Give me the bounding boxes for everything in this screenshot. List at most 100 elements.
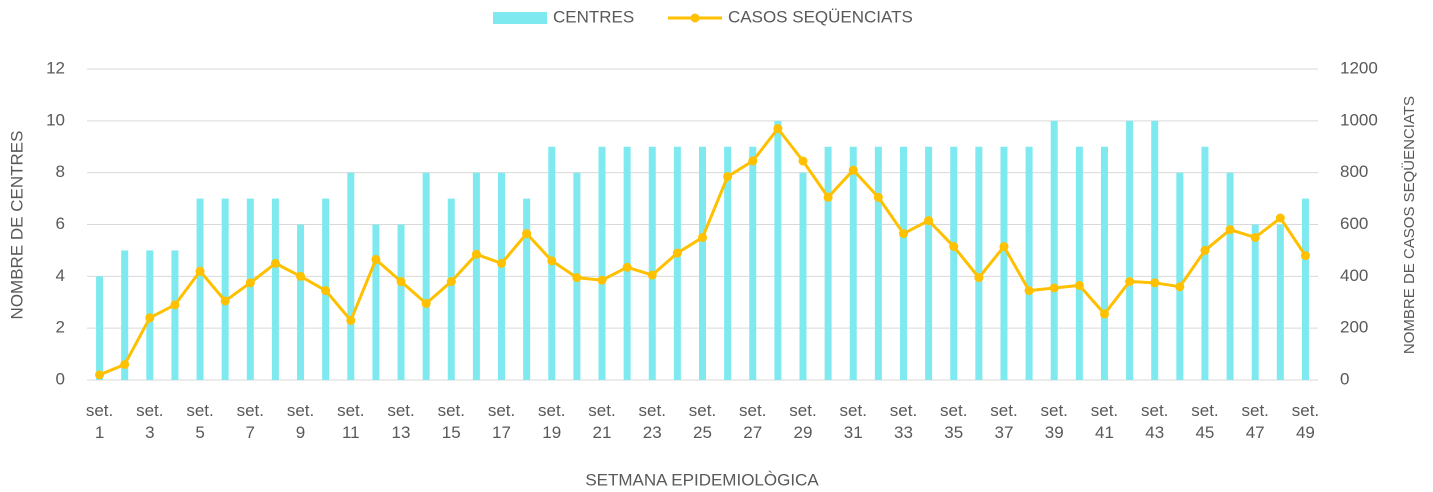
line-marker	[95, 370, 105, 380]
y-tick-label: 8	[56, 162, 65, 181]
x-tick-label: set. 5	[186, 401, 214, 442]
x-tick-label: set. 1	[85, 401, 114, 442]
x-tick-label: set. 49	[1291, 401, 1320, 442]
bar	[1251, 224, 1259, 380]
bar	[1000, 146, 1008, 380]
line-marker	[371, 254, 381, 264]
line-marker	[471, 249, 481, 259]
bar	[498, 172, 506, 380]
bar	[1176, 172, 1184, 380]
y-tick-label: 12	[46, 58, 65, 77]
x-tick-label: set. 41	[1090, 401, 1119, 442]
bar	[1151, 120, 1159, 380]
bar	[749, 146, 757, 380]
bar	[523, 198, 531, 380]
x-tick-label: set. 9	[286, 401, 315, 442]
line-marker	[622, 262, 632, 272]
line-marker	[974, 273, 984, 283]
bar	[271, 198, 279, 380]
bar	[196, 198, 204, 380]
bar	[1100, 146, 1108, 380]
line-marker	[170, 300, 180, 310]
line-marker	[748, 156, 758, 166]
bar	[1301, 198, 1309, 380]
y2-tick-label: 1200	[1340, 58, 1378, 77]
bar	[824, 146, 832, 380]
y2-tick-label: 600	[1340, 214, 1368, 233]
x-tick-label: set. 15	[437, 401, 465, 442]
x-tick-label: set. 23	[638, 401, 666, 442]
line-marker	[1024, 286, 1034, 296]
line-marker	[898, 229, 908, 239]
line-marker	[446, 277, 456, 287]
bar	[899, 146, 907, 380]
line-marker	[497, 258, 507, 268]
line-marker	[296, 271, 306, 281]
bar	[724, 146, 732, 380]
x-tick-label: set. 45	[1191, 401, 1219, 442]
line-marker	[1150, 278, 1160, 288]
line-marker	[1275, 213, 1285, 223]
bar	[422, 172, 430, 380]
line-marker	[120, 359, 130, 369]
legend-swatch	[690, 13, 700, 23]
line-marker	[1300, 251, 1310, 261]
y2-tick-label: 0	[1340, 369, 1349, 388]
line-marker	[195, 266, 205, 276]
x-tick-label: set. 37	[990, 401, 1018, 442]
line-marker	[270, 258, 280, 268]
y-tick-label: 10	[46, 110, 65, 129]
bar	[472, 172, 480, 380]
line-marker	[999, 242, 1009, 252]
line-marker	[145, 313, 155, 323]
bar	[648, 146, 656, 380]
line-marker	[798, 156, 808, 166]
bar	[347, 172, 355, 380]
x-tick-label: set. 43	[1141, 401, 1169, 442]
bar	[121, 250, 129, 380]
line-marker	[396, 277, 406, 287]
line-marker	[522, 229, 532, 239]
x-axis-title: SETMANA EPIDEMIOLÒGICA	[585, 470, 819, 489]
bar	[246, 198, 254, 380]
bar	[673, 146, 681, 380]
line-marker	[1125, 277, 1135, 287]
bar	[1050, 120, 1058, 380]
bar	[774, 120, 782, 380]
line-marker	[547, 256, 557, 266]
x-tick-label: set. 29	[789, 401, 817, 442]
line-marker	[1175, 282, 1185, 292]
bar	[171, 250, 179, 380]
x-tick-label: set. 17	[487, 401, 516, 442]
x-tick-label: set. 25	[688, 401, 717, 442]
line-marker	[672, 248, 682, 258]
bar	[950, 146, 958, 380]
bar	[1126, 120, 1134, 380]
y-tick-label: 4	[56, 266, 65, 285]
y2-tick-label: 200	[1340, 318, 1368, 337]
y-tick-label: 6	[56, 214, 65, 233]
line-marker	[873, 192, 883, 202]
bar	[1276, 224, 1284, 380]
bar	[1226, 172, 1234, 380]
line-marker	[924, 216, 934, 226]
line-marker	[421, 299, 431, 309]
line-marker	[346, 315, 356, 325]
line-marker	[1225, 225, 1235, 235]
y-tick-label: 2	[56, 318, 65, 337]
line-marker	[698, 232, 707, 242]
line-marker	[773, 124, 783, 134]
x-tick-label: set. 7	[236, 401, 264, 442]
x-tick-label: set. 27	[739, 401, 767, 442]
x-tick-label: set. 21	[588, 401, 616, 442]
bar	[297, 224, 305, 380]
bar	[372, 224, 380, 380]
y2-tick-label: 1000	[1340, 110, 1378, 129]
y2-axis-title: NOMBRE DE CASOS SEQÜENCIATS	[1400, 96, 1418, 354]
bar	[221, 198, 229, 380]
x-tick-label: set. 13	[387, 401, 415, 442]
bar	[598, 146, 606, 380]
line-marker	[220, 296, 230, 306]
